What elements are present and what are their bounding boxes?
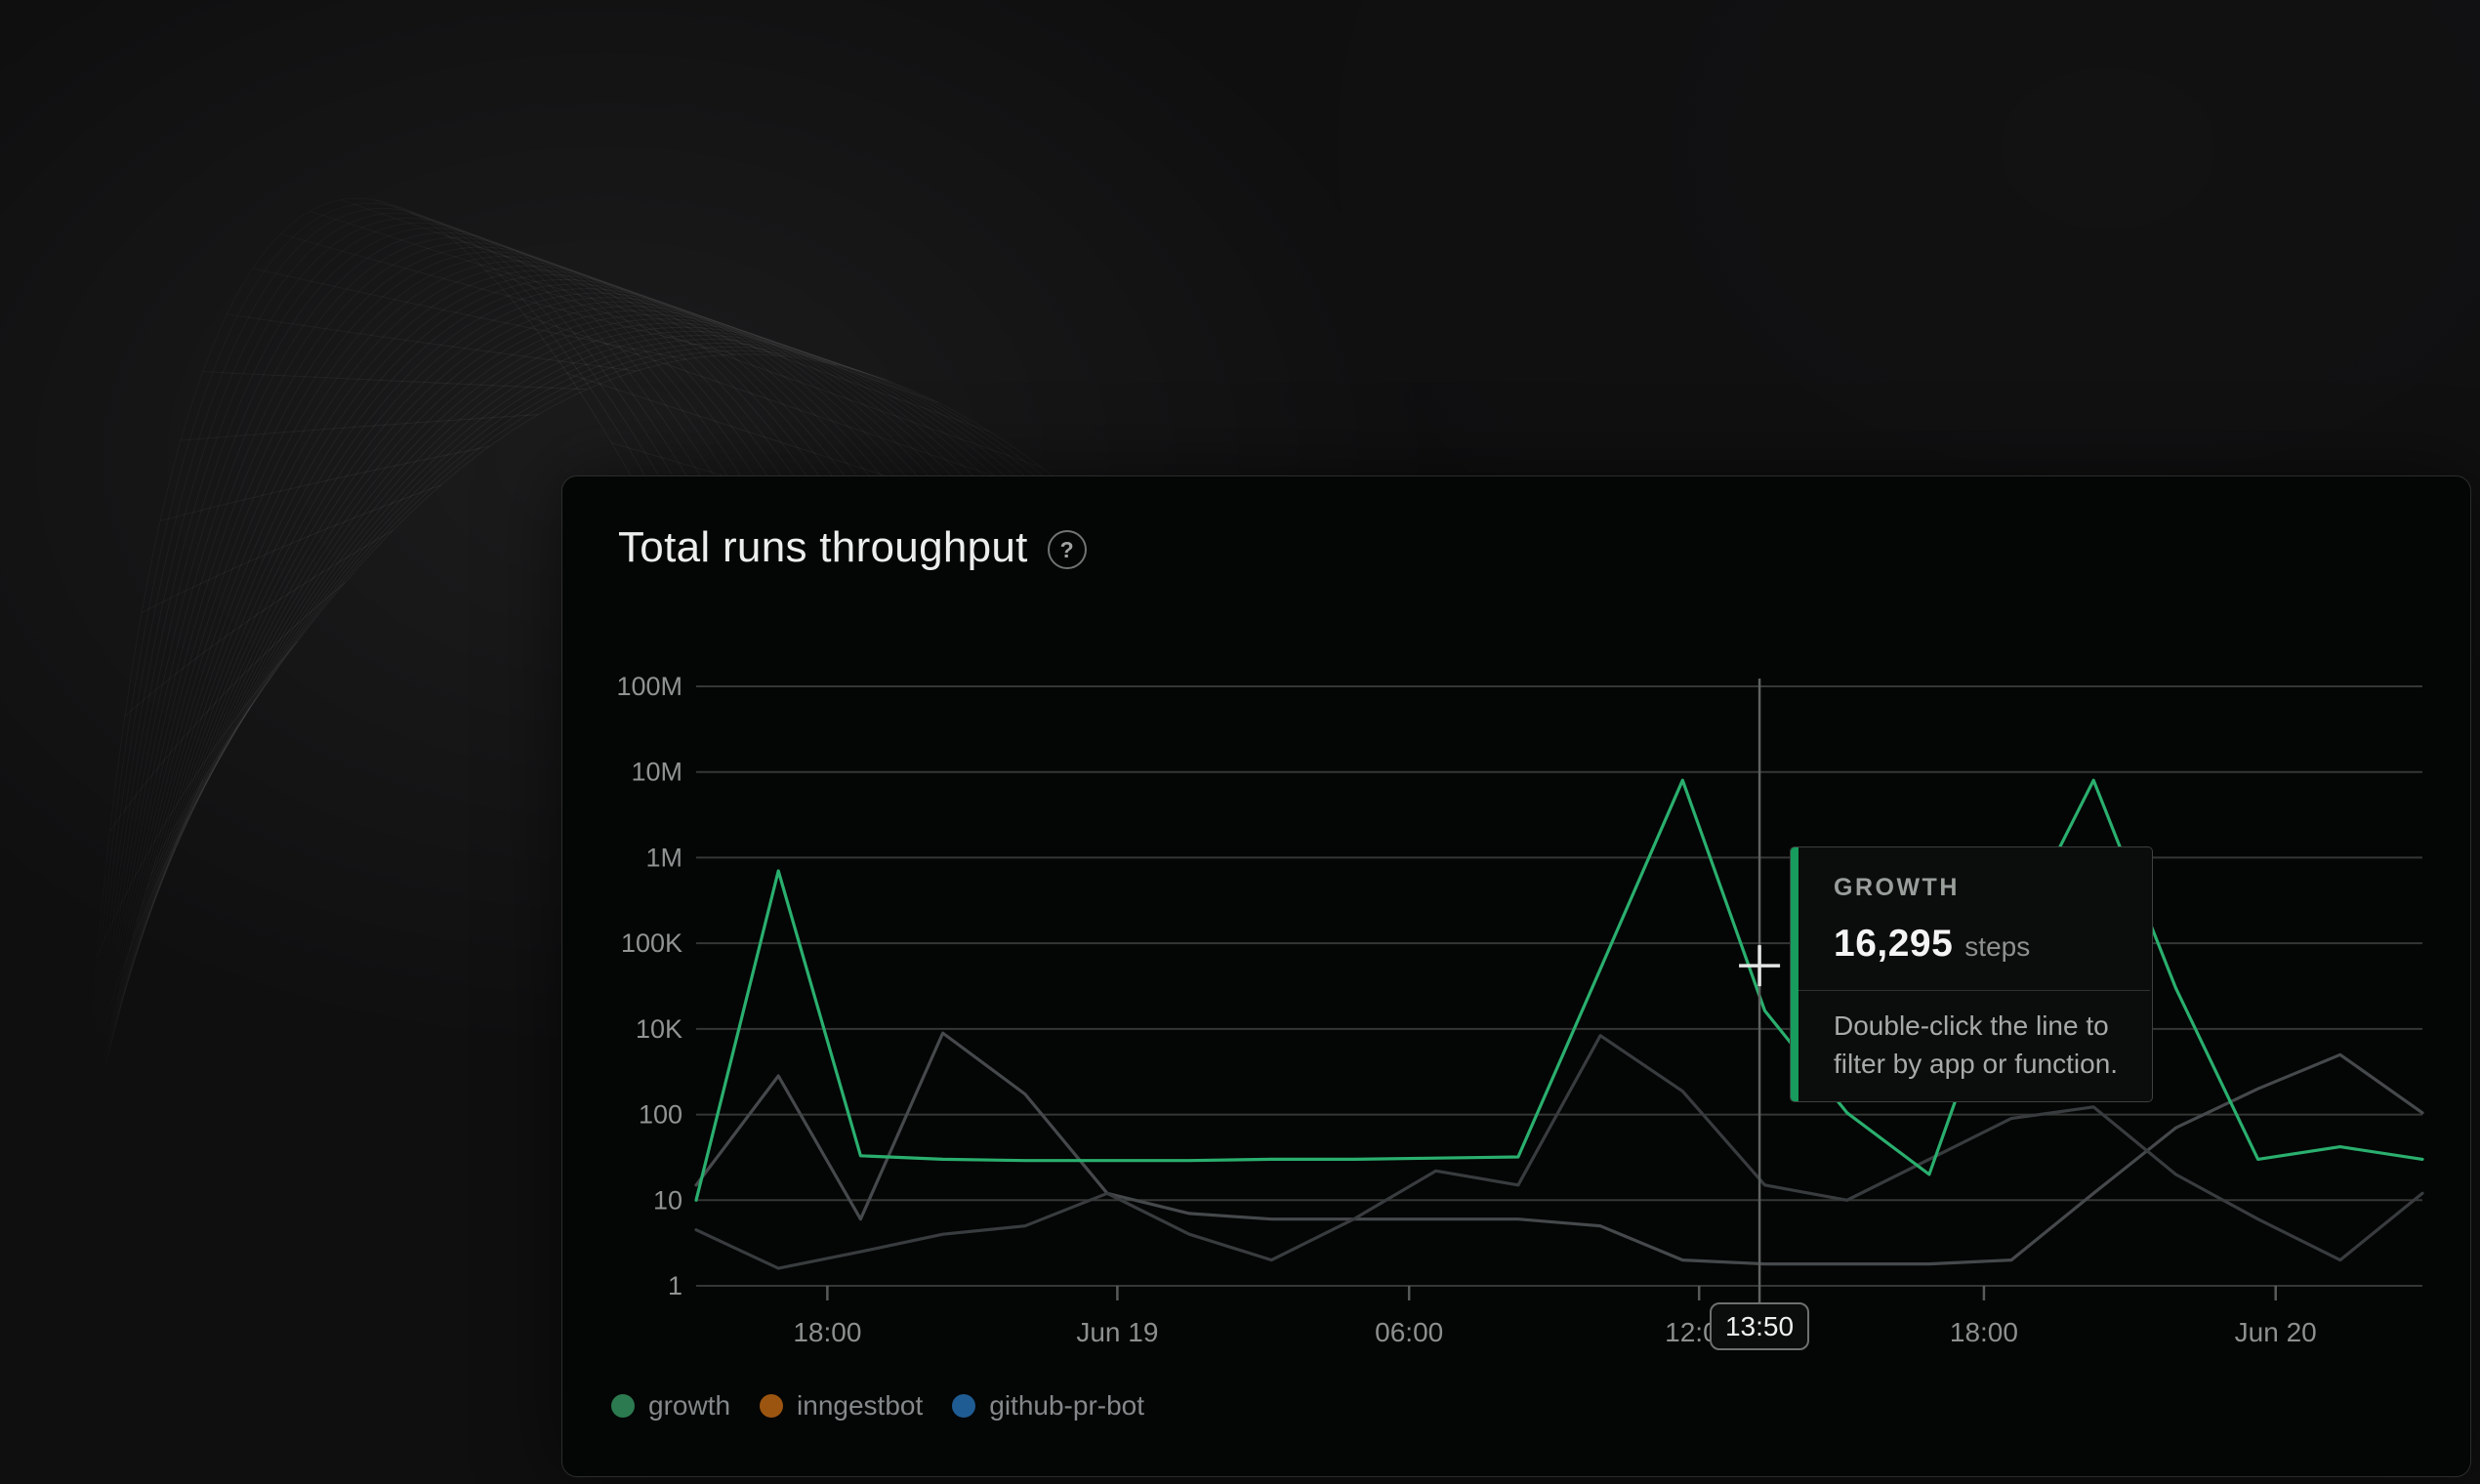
chart-card: Total runs throughput ? 1 10 100 10K 100K 1M 1… bbox=[561, 475, 2471, 1477]
tooltip-value: 16,295 bbox=[1834, 923, 1954, 965]
card-header: Total runs throughput ? bbox=[618, 523, 1087, 572]
svg-text:100: 100 bbox=[639, 1100, 682, 1130]
svg-text:1M: 1M bbox=[645, 843, 682, 872]
question-mark-glyph: ? bbox=[1059, 536, 1074, 562]
legend-label: growth bbox=[648, 1390, 731, 1421]
tooltip-unit: steps bbox=[1964, 931, 2031, 962]
tooltip-value-row: 16,295 steps bbox=[1834, 923, 2129, 966]
series-lines bbox=[694, 778, 2424, 1270]
tooltip-accent-bar bbox=[1791, 847, 1798, 1101]
chart-legend: growth inngestbot github-pr-bot bbox=[611, 1390, 1144, 1422]
crosshair-cursor bbox=[1739, 945, 1781, 987]
chart-title: Total runs throughput bbox=[618, 523, 1028, 571]
tooltip-header: GROWTH 16,295 steps bbox=[1791, 847, 2152, 990]
svg-text:100K: 100K bbox=[621, 928, 682, 958]
series-line-github-pr-bot[interactable] bbox=[694, 1034, 2424, 1270]
svg-text:100M: 100M bbox=[616, 672, 682, 701]
svg-text:18:00: 18:00 bbox=[1950, 1317, 2018, 1347]
legend-dot-inngestbot bbox=[760, 1394, 784, 1418]
svg-text:10M: 10M bbox=[631, 758, 682, 787]
svg-text:1: 1 bbox=[668, 1271, 682, 1300]
svg-text:10: 10 bbox=[653, 1185, 682, 1215]
legend-item-growth[interactable]: growth bbox=[611, 1390, 730, 1422]
svg-text:18:00: 18:00 bbox=[793, 1317, 861, 1347]
svg-text:Jun 19: Jun 19 bbox=[1076, 1317, 1158, 1347]
legend-dot-growth bbox=[611, 1394, 635, 1418]
tooltip-series-label: GROWTH bbox=[1834, 874, 1960, 901]
legend-item-github-pr-bot[interactable]: github-pr-bot bbox=[952, 1390, 1144, 1422]
gridlines bbox=[696, 685, 2422, 1287]
svg-text:10K: 10K bbox=[636, 1014, 682, 1044]
y-axis-labels: 1 10 100 10K 100K 1M 10M 100M bbox=[616, 672, 682, 1300]
legend-label: github-pr-bot bbox=[989, 1390, 1145, 1421]
tooltip-hint: Double-click the line to filter by app o… bbox=[1791, 990, 2150, 1083]
svg-text:06:00: 06:00 bbox=[1375, 1317, 1443, 1347]
legend-item-inngestbot[interactable]: inngestbot bbox=[760, 1390, 923, 1422]
series-line-inngestbot[interactable] bbox=[694, 1031, 2424, 1266]
legend-label: inngestbot bbox=[797, 1390, 924, 1421]
crosshair-time-badge: 13:50 bbox=[1710, 1302, 1809, 1350]
help-icon[interactable]: ? bbox=[1047, 530, 1087, 569]
x-axis-labels: 18:00 Jun 19 06:00 12:00 18:00 Jun 20 bbox=[793, 1286, 2317, 1347]
svg-text:Jun 20: Jun 20 bbox=[2235, 1317, 2317, 1347]
chart-tooltip: GROWTH 16,295 steps Double-click the lin… bbox=[1790, 846, 2153, 1102]
legend-dot-github-pr-bot bbox=[952, 1394, 976, 1418]
